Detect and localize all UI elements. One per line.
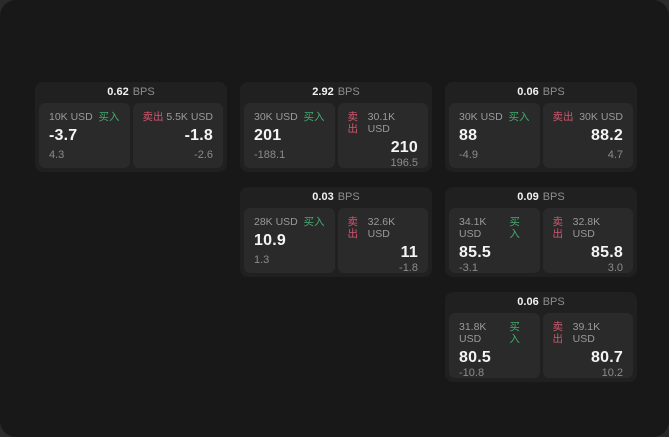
buy-sub-value: -3.1 [459, 262, 478, 274]
sell-side-label: 卖出 [142, 111, 164, 123]
buy-amount: 28K USD [254, 216, 298, 228]
sell-pane[interactable]: 卖出 39.1K USD 80.7 10.2 [542, 313, 633, 379]
sell-side-label: 卖出 [552, 321, 564, 345]
sell-price: 88.2 [591, 127, 623, 144]
sell-pane[interactable]: 卖出 32.6K USD 11 -1.8 [337, 208, 428, 274]
sell-sub-value: 3.0 [607, 262, 623, 274]
buy-pane[interactable]: 30K USD 买入 88 -4.9 [449, 103, 540, 168]
spread-card-3: 0.06 BPS 30K USD 买入 88 -4.9 卖出 30K USD [445, 82, 637, 172]
bps-value: 0.06 [517, 296, 539, 308]
buy-side-label: 买入 [303, 216, 325, 228]
bps-unit-label: BPS [542, 86, 565, 98]
buy-amount: 30K USD [459, 111, 503, 123]
buy-sub-value: 1.3 [254, 254, 270, 266]
sell-amount: 32.8K USD [572, 216, 601, 240]
buy-price: 88 [459, 127, 478, 144]
buy-pane[interactable]: 34.1K USD 买入 85.5 -3.1 [449, 208, 540, 274]
bps-header: 0.06 BPS [449, 82, 633, 103]
bps-header: 0.06 BPS [449, 292, 633, 313]
sell-pane[interactable]: 卖出 30.1K USD 210 196.5 [337, 103, 428, 169]
spread-card-1: 0.62 BPS 10K USD 买入 -3.7 4.3 卖出 5.5K USD [35, 82, 227, 172]
spread-card-4: 0.03 BPS 28K USD 买入 10.9 1.3 卖出 32.6K US… [240, 187, 432, 277]
bps-header: 0.62 BPS [39, 82, 223, 103]
bps-unit-label: BPS [132, 86, 155, 98]
buy-pane[interactable]: 10K USD 买入 -3.7 4.3 [39, 103, 130, 168]
sell-amount: 30K USD [579, 111, 623, 123]
buy-price: 201 [254, 127, 282, 144]
bps-value: 0.62 [107, 86, 129, 98]
buy-side-label: 买入 [508, 111, 530, 123]
sell-price: 210 [390, 139, 418, 156]
sell-pane[interactable]: 卖出 30K USD 88.2 4.7 [542, 103, 633, 168]
spread-card-6: 0.06 BPS 31.8K USD 买入 80.5 -10.8 卖出 39.1… [445, 292, 637, 382]
sell-side-label: 卖出 [552, 111, 574, 123]
sell-price: 85.8 [591, 244, 623, 261]
spread-card-2: 2.92 BPS 30K USD 买入 201 -188.1 卖出 30.1K … [240, 82, 432, 172]
sell-side-label: 卖出 [552, 216, 564, 240]
buy-pane[interactable]: 28K USD 买入 10.9 1.3 [244, 208, 335, 273]
buy-sub-value: -188.1 [254, 149, 286, 161]
sell-sub-value: 10.2 [601, 367, 623, 379]
sell-amount: 30.1K USD [367, 111, 396, 135]
sell-amount: 5.5K USD [166, 111, 213, 123]
buy-sub-value: -10.8 [459, 367, 485, 379]
bps-value: 0.06 [517, 86, 539, 98]
sell-amount: 39.1K USD [572, 321, 601, 345]
bps-unit-label: BPS [337, 191, 360, 203]
sell-sub-value: -1.8 [399, 262, 418, 274]
buy-price: 80.5 [459, 349, 491, 366]
bps-header: 0.09 BPS [449, 187, 633, 208]
sell-amount: 32.6K USD [367, 216, 396, 240]
sell-pane[interactable]: 卖出 32.8K USD 85.8 3.0 [542, 208, 633, 274]
sell-price: 11 [400, 244, 418, 261]
sell-sub-value: 196.5 [390, 157, 418, 169]
buy-price: -3.7 [49, 127, 78, 144]
buy-sub-value: -4.9 [459, 149, 478, 161]
buy-amount: 34.1K USD [459, 216, 487, 240]
buy-pane[interactable]: 31.8K USD 买入 80.5 -10.8 [449, 313, 540, 379]
bps-unit-label: BPS [337, 86, 360, 98]
sell-pane[interactable]: 卖出 5.5K USD -1.8 -2.6 [132, 103, 223, 168]
sell-side-label: 卖出 [347, 216, 359, 240]
buy-amount: 30K USD [254, 111, 298, 123]
bps-header: 2.92 BPS [244, 82, 428, 103]
sell-price: -1.8 [184, 127, 213, 144]
bps-header: 0.03 BPS [244, 187, 428, 208]
bps-value: 2.92 [312, 86, 334, 98]
sell-sub-value: -2.6 [194, 149, 213, 161]
buy-amount: 10K USD [49, 111, 93, 123]
buy-pane[interactable]: 30K USD 买入 201 -188.1 [244, 103, 335, 168]
buy-sub-value: 4.3 [49, 149, 65, 161]
spread-cards-grid: 0.62 BPS 10K USD 买入 -3.7 4.3 卖出 5.5K USD [35, 82, 637, 382]
buy-side-label: 买入 [509, 321, 520, 345]
buy-side-label: 买入 [509, 216, 520, 240]
buy-price: 85.5 [459, 244, 491, 261]
bps-unit-label: BPS [542, 191, 565, 203]
bps-unit-label: BPS [542, 296, 565, 308]
buy-side-label: 买入 [303, 111, 325, 123]
buy-amount: 31.8K USD [459, 321, 487, 345]
sell-sub-value: 4.7 [607, 149, 623, 161]
buy-side-label: 买入 [98, 111, 120, 123]
bps-value: 0.09 [517, 191, 539, 203]
spread-card-5: 0.09 BPS 34.1K USD 买入 85.5 -3.1 卖出 32.8K… [445, 187, 637, 277]
sell-price: 80.7 [591, 349, 623, 366]
bps-value: 0.03 [312, 191, 334, 203]
sell-side-label: 卖出 [347, 111, 359, 135]
buy-price: 10.9 [254, 232, 286, 249]
